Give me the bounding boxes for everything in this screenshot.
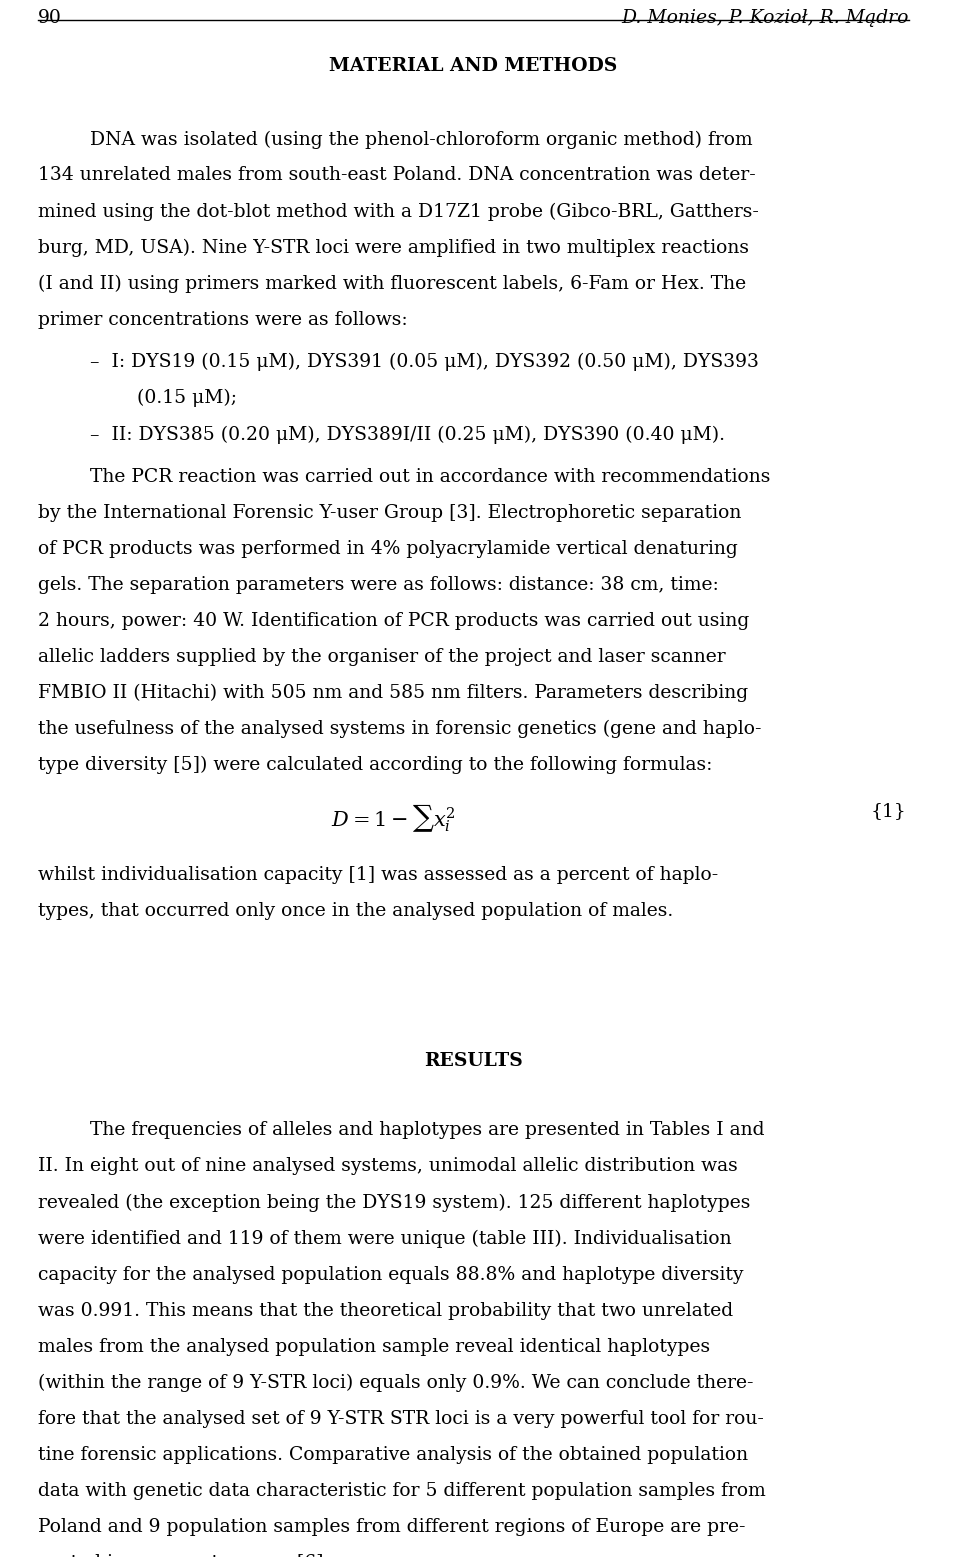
Text: 2 hours, power: 40 W. Identification of PCR products was carried out using: 2 hours, power: 40 W. Identification of … bbox=[37, 612, 749, 631]
Text: males from the analysed population sample reveal identical haplotypes: males from the analysed population sampl… bbox=[37, 1337, 710, 1356]
Text: mined using the dot-blot method with a D17Z1 probe (Gibco-BRL, Gatthers-: mined using the dot-blot method with a D… bbox=[37, 202, 758, 221]
Text: whilst individualisation capacity [1] was assessed as a percent of haplo-: whilst individualisation capacity [1] wa… bbox=[37, 866, 718, 884]
Text: gels. The separation parameters were as follows: distance: 38 cm, time:: gels. The separation parameters were as … bbox=[37, 576, 719, 593]
Text: capacity for the analysed population equals 88.8% and haplotype diversity: capacity for the analysed population equ… bbox=[37, 1266, 743, 1283]
Text: Poland and 9 population samples from different regions of Europe are pre-: Poland and 9 population samples from dif… bbox=[37, 1518, 745, 1537]
Text: types, that occurred only once in the analysed population of males.: types, that occurred only once in the an… bbox=[37, 902, 673, 920]
Text: by the International Forensic Y-user Group [3]. Electrophoretic separation: by the International Forensic Y-user Gro… bbox=[37, 504, 741, 522]
Text: II. In eight out of nine analysed systems, unimodal allelic distribution was: II. In eight out of nine analysed system… bbox=[37, 1157, 737, 1176]
Text: primer concentrations were as follows:: primer concentrations were as follows: bbox=[37, 311, 407, 329]
Text: FMBIO II (Hitachi) with 505 nm and 585 nm filters. Parameters describing: FMBIO II (Hitachi) with 505 nm and 585 n… bbox=[37, 684, 748, 702]
Text: revealed (the exception being the DYS19 system). 125 different haplotypes: revealed (the exception being the DYS19 … bbox=[37, 1194, 750, 1211]
Text: was 0.991. This means that the theoretical probability that two unrelated: was 0.991. This means that the theoretic… bbox=[37, 1302, 733, 1320]
Text: The PCR reaction was carried out in accordance with recommendations: The PCR reaction was carried out in acco… bbox=[90, 467, 770, 486]
Text: (within the range of 9 Y-STR loci) equals only 0.9%. We can conclude there-: (within the range of 9 Y-STR loci) equal… bbox=[37, 1373, 754, 1392]
Text: The frequencies of alleles and haplotypes are presented in Tables I and: The frequencies of alleles and haplotype… bbox=[90, 1121, 764, 1140]
Text: DNA was isolated (using the phenol-chloroform organic method) from: DNA was isolated (using the phenol-chlor… bbox=[90, 131, 753, 148]
Text: burg, MD, USA). Nine Y-STR loci were amplified in two multiplex reactions: burg, MD, USA). Nine Y-STR loci were amp… bbox=[37, 238, 749, 257]
Text: RESULTS: RESULTS bbox=[424, 1053, 522, 1070]
Text: were identified and 119 of them were unique (table III). Individualisation: were identified and 119 of them were uni… bbox=[37, 1230, 732, 1247]
Text: tine forensic applications. Comparative analysis of the obtained population: tine forensic applications. Comparative … bbox=[37, 1446, 748, 1464]
Text: allelic ladders supplied by the organiser of the project and laser scanner: allelic ladders supplied by the organise… bbox=[37, 648, 726, 666]
Text: the usefulness of the analysed systems in forensic genetics (gene and haplo-: the usefulness of the analysed systems i… bbox=[37, 721, 761, 738]
Text: {1}: {1} bbox=[871, 802, 906, 821]
Text: 90: 90 bbox=[37, 9, 61, 26]
Text: (I and II) using primers marked with fluorescent labels, 6-Fam or Hex. The: (I and II) using primers marked with flu… bbox=[37, 274, 746, 293]
Text: sented in a separate paper [6].: sented in a separate paper [6]. bbox=[37, 1554, 329, 1557]
Text: fore that the analysed set of 9 Y-STR STR loci is a very powerful tool for rou-: fore that the analysed set of 9 Y-STR ST… bbox=[37, 1411, 764, 1428]
Text: –  II: DYS385 (0.20 μM), DYS389I/II (0.25 μM), DYS390 (0.40 μM).: – II: DYS385 (0.20 μM), DYS389I/II (0.25… bbox=[90, 425, 725, 444]
Text: D. Monies, P. Kozioł, R. Mądro: D. Monies, P. Kozioł, R. Mądro bbox=[621, 9, 908, 26]
Text: type diversity [5]) were calculated according to the following formulas:: type diversity [5]) were calculated acco… bbox=[37, 757, 712, 774]
Text: (0.15 μM);: (0.15 μM); bbox=[137, 389, 237, 408]
Text: of PCR products was performed in 4% polyacrylamide vertical denaturing: of PCR products was performed in 4% poly… bbox=[37, 540, 737, 557]
Text: MATERIAL AND METHODS: MATERIAL AND METHODS bbox=[329, 58, 617, 75]
Text: $D = 1 - \sum x_i^2$: $D = 1 - \sum x_i^2$ bbox=[331, 802, 456, 835]
Text: data with genetic data characteristic for 5 different population samples from: data with genetic data characteristic fo… bbox=[37, 1482, 766, 1499]
Text: –  I: DYS19 (0.15 μM), DYS391 (0.05 μM), DYS392 (0.50 μM), DYS393: – I: DYS19 (0.15 μM), DYS391 (0.05 μM), … bbox=[90, 353, 758, 372]
Text: 134 unrelated males from south-east Poland. DNA concentration was deter-: 134 unrelated males from south-east Pola… bbox=[37, 167, 756, 184]
